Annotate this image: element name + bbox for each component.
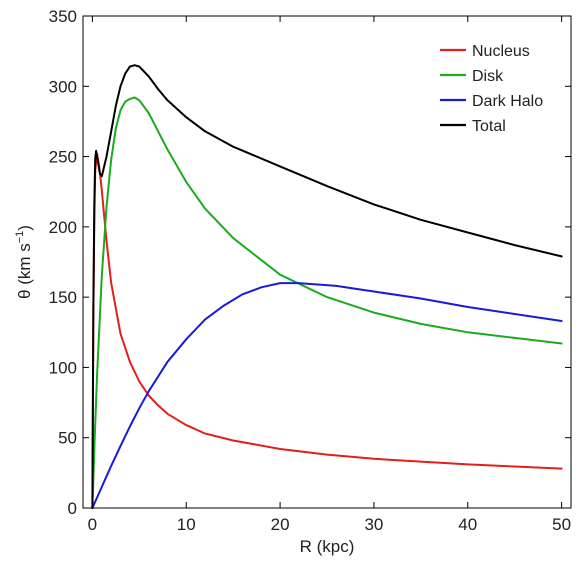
- y-axis-label-exponent: −1: [14, 231, 26, 244]
- y-axis-label: θ (km s−1): [14, 225, 34, 299]
- series-line-disk: [91, 96, 563, 509]
- x-axis-label: R (kpc): [300, 537, 355, 556]
- y-tick-label: 350: [49, 7, 77, 26]
- legend-label: Nucleus: [472, 43, 530, 60]
- y-axis-label-close: ): [15, 225, 34, 231]
- series-line-dark-halo: [91, 282, 563, 509]
- legend-label: Total: [472, 118, 506, 135]
- y-tick-label: 200: [49, 218, 77, 237]
- x-tick-label: 0: [88, 515, 97, 534]
- legend: Nucleus Disk Dark Halo Total: [440, 43, 543, 135]
- y-tick-label: 150: [49, 288, 77, 307]
- legend-label: Disk: [472, 68, 504, 85]
- ticks-layer: 0 10 20 30 40 50 0 50 100 150 200 250 300 350: [49, 7, 571, 534]
- series-layer: [91, 64, 563, 509]
- y-tick-label: 50: [58, 429, 77, 448]
- y-axis-label-main: θ (km s: [15, 243, 34, 299]
- series-line-nucleus: [91, 152, 563, 509]
- x-tick-label: 50: [552, 515, 571, 534]
- x-tick-label: 10: [177, 515, 196, 534]
- x-tick-label: 20: [271, 515, 290, 534]
- series-line-total: [91, 64, 563, 509]
- legend-label: Dark Halo: [472, 93, 543, 110]
- y-tick-label: 100: [49, 358, 77, 377]
- y-tick-label: 300: [49, 77, 77, 96]
- x-tick-label: 40: [458, 515, 477, 534]
- y-tick-label: 0: [68, 499, 77, 518]
- y-tick-label: 250: [49, 148, 77, 167]
- plot-frame: [82, 15, 572, 509]
- x-tick-label: 30: [364, 515, 383, 534]
